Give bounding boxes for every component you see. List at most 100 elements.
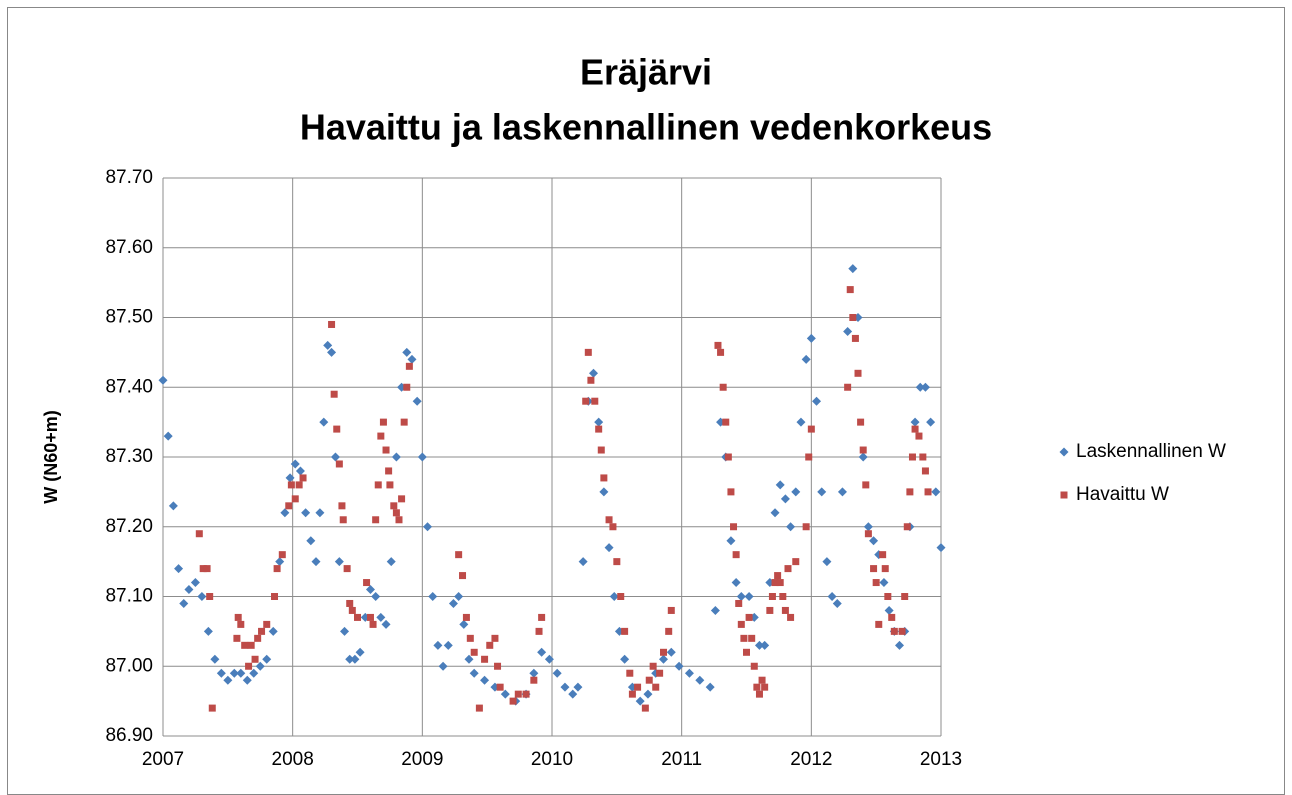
data-point bbox=[730, 523, 738, 531]
data-point bbox=[753, 683, 761, 691]
data-point bbox=[609, 523, 617, 531]
data-point bbox=[919, 453, 927, 461]
x-tick-label: 2009 bbox=[401, 749, 443, 770]
data-point bbox=[407, 354, 417, 364]
data-point bbox=[258, 627, 266, 635]
data-point bbox=[423, 522, 433, 532]
data-point bbox=[395, 516, 403, 524]
data-point bbox=[609, 592, 619, 601]
data-point bbox=[659, 654, 669, 664]
data-point bbox=[714, 341, 722, 349]
data-point bbox=[459, 619, 469, 629]
data-point bbox=[278, 551, 286, 559]
data-point bbox=[195, 530, 203, 538]
data-point bbox=[936, 543, 946, 553]
data-point bbox=[275, 557, 285, 567]
data-point bbox=[626, 669, 634, 677]
data-point bbox=[174, 564, 184, 574]
legend-label: Havaittu W bbox=[1076, 484, 1169, 505]
data-point bbox=[859, 446, 867, 454]
data-point bbox=[628, 690, 636, 698]
data-point bbox=[480, 675, 490, 685]
x-tick-label: 2008 bbox=[272, 749, 314, 770]
data-point bbox=[315, 508, 325, 518]
data-point bbox=[911, 425, 919, 433]
data-point bbox=[635, 696, 645, 706]
legend-label: Laskennallinen W bbox=[1076, 441, 1226, 462]
data-point bbox=[881, 565, 889, 573]
data-point bbox=[901, 593, 909, 600]
data-point bbox=[895, 640, 905, 650]
data-point bbox=[535, 627, 543, 635]
data-point bbox=[295, 466, 305, 476]
data-point bbox=[241, 641, 249, 649]
data-point bbox=[858, 452, 868, 462]
data-point bbox=[791, 487, 801, 497]
data-point bbox=[500, 689, 510, 699]
data-point bbox=[846, 286, 854, 294]
data-point bbox=[249, 668, 259, 678]
data-point bbox=[377, 432, 385, 440]
data-point bbox=[464, 654, 474, 664]
data-point bbox=[470, 648, 478, 656]
data-point bbox=[372, 516, 380, 524]
data-point bbox=[199, 565, 207, 573]
data-point bbox=[766, 606, 774, 614]
data-point bbox=[306, 536, 316, 546]
data-point bbox=[802, 523, 810, 531]
data-point bbox=[604, 543, 614, 553]
data-point bbox=[851, 334, 859, 342]
data-point bbox=[203, 565, 211, 573]
y-tick-label: 87.00 bbox=[105, 655, 153, 676]
data-point bbox=[591, 397, 599, 405]
data-point bbox=[405, 362, 413, 370]
data-point bbox=[448, 598, 458, 608]
chart-subtitle: Havaittu ja laskennallinen vedenkorkeus bbox=[300, 107, 992, 148]
data-point bbox=[605, 516, 613, 524]
data-point bbox=[888, 613, 896, 621]
data-point bbox=[251, 655, 259, 663]
data-point bbox=[386, 557, 396, 567]
data-point bbox=[780, 494, 790, 504]
data-point bbox=[301, 508, 311, 518]
data-point bbox=[843, 326, 853, 336]
data-point bbox=[760, 640, 770, 650]
data-point bbox=[620, 654, 630, 664]
data-point bbox=[573, 682, 583, 692]
data-point bbox=[400, 418, 408, 426]
legend-marker bbox=[1060, 491, 1068, 499]
data-point bbox=[263, 620, 271, 628]
data-point bbox=[412, 396, 422, 406]
data-point bbox=[496, 683, 504, 691]
data-point bbox=[870, 565, 878, 573]
data-point bbox=[247, 641, 255, 649]
data-point bbox=[287, 481, 295, 489]
y-axis-label: W (N60+m) bbox=[41, 410, 61, 504]
data-point bbox=[509, 697, 517, 705]
data-point bbox=[665, 627, 673, 635]
data-point bbox=[863, 522, 873, 532]
data-point bbox=[643, 689, 653, 699]
data-point bbox=[649, 662, 657, 670]
legend-marker bbox=[1059, 447, 1069, 457]
data-point bbox=[755, 690, 763, 698]
data-point bbox=[254, 634, 262, 642]
data-point bbox=[345, 654, 355, 664]
data-point bbox=[438, 661, 448, 671]
data-point bbox=[784, 565, 792, 573]
data-point bbox=[544, 654, 554, 664]
data-point bbox=[366, 613, 374, 621]
data-point bbox=[455, 551, 463, 559]
data-point bbox=[695, 675, 705, 685]
data-point bbox=[758, 676, 766, 684]
data-point bbox=[365, 585, 375, 595]
data-point bbox=[869, 536, 879, 546]
y-tick-label: 87.10 bbox=[105, 586, 153, 607]
data-point bbox=[910, 417, 920, 427]
y-tick-label: 87.60 bbox=[105, 237, 153, 258]
data-point bbox=[402, 347, 412, 357]
data-point bbox=[732, 551, 740, 559]
data-point bbox=[722, 418, 730, 426]
data-point bbox=[736, 592, 746, 601]
data-point bbox=[754, 640, 764, 650]
